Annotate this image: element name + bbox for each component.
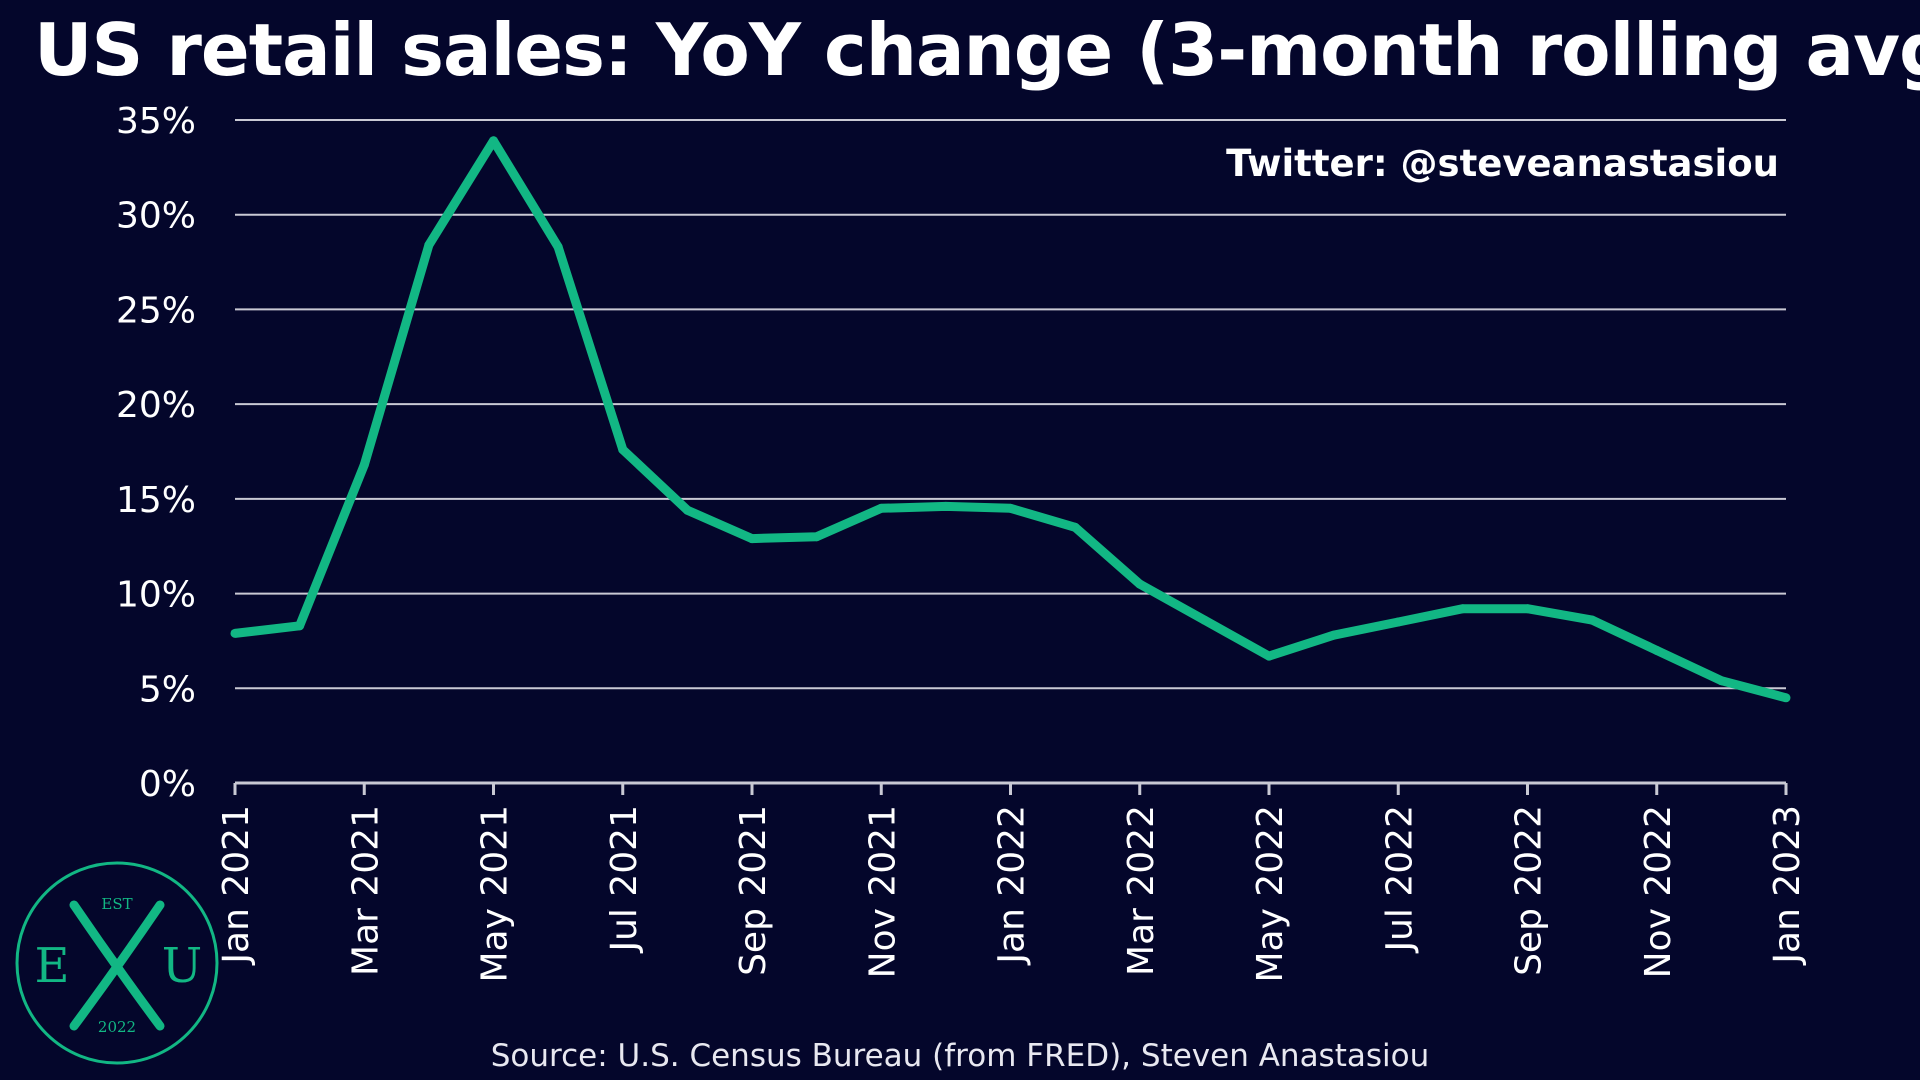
- data-point: [553, 242, 563, 252]
- x-tick-label: Jan 2023: [1767, 805, 1808, 966]
- data-point: [1329, 630, 1339, 640]
- data-point: [812, 532, 822, 542]
- data-point: [359, 460, 369, 470]
- data-point: [1393, 617, 1403, 627]
- source-note: Source: U.S. Census Bureau (from FRED), …: [490, 1038, 1430, 1074]
- y-tick-label: 0%: [139, 764, 196, 805]
- y-tick-label: 20%: [116, 385, 196, 426]
- data-point: [424, 240, 434, 250]
- x-tick-label: May 2022: [1250, 805, 1291, 983]
- x-tick-label: Mar 2021: [345, 805, 386, 976]
- data-point: [1458, 604, 1468, 614]
- y-axis-ticks: 0% 5% 10% 15% 20% 25% 30% 35%: [116, 101, 196, 805]
- data-point: [1716, 676, 1726, 686]
- logo-letter-u: U: [162, 938, 202, 994]
- logo-letter-e: E: [34, 938, 69, 994]
- logo-ring: [15, 861, 219, 1065]
- x-axis: Jan 2021 Mar 2021 May 2021 Jul 2021 Sep 2021…: [216, 783, 1808, 983]
- x-tick-label: Sep 2021: [733, 805, 774, 976]
- data-point: [941, 501, 951, 511]
- y-tick-label: 15%: [116, 480, 196, 521]
- data-point: [682, 505, 692, 515]
- x-tick-label: Mar 2022: [1121, 805, 1162, 976]
- data-point: [876, 503, 886, 513]
- data-point: [489, 136, 498, 146]
- data-point: [1264, 651, 1274, 661]
- exu-logo: EST E U 2022: [15, 861, 219, 1065]
- chart-title: US retail sales: YoY change (3-month rol…: [34, 8, 1920, 92]
- data-point: [618, 445, 628, 455]
- data-point: [1135, 579, 1145, 589]
- x-tick-label: Jan 2021: [216, 805, 257, 966]
- x-tick-label: Nov 2021: [862, 805, 903, 978]
- y-tick-label: 10%: [116, 575, 196, 616]
- x-tick-label: Jul 2022: [1379, 805, 1420, 954]
- logo-cross-stroke-2: [69, 900, 165, 1031]
- x-tick-label: Nov 2022: [1638, 805, 1679, 978]
- y-tick-label: 35%: [116, 101, 196, 142]
- data-point: [1587, 615, 1597, 625]
- series-layer: [230, 136, 1791, 703]
- data-point: [1199, 615, 1209, 625]
- y-tick-label: 25%: [116, 290, 196, 331]
- x-tick-label: Jan 2022: [992, 805, 1033, 966]
- x-tick-label: Sep 2022: [1509, 805, 1550, 976]
- data-point: [230, 628, 240, 638]
- x-tick-label: Jul 2021: [604, 805, 645, 954]
- logo-est: EST: [101, 895, 132, 913]
- data-point: [1652, 645, 1662, 655]
- data-point: [1523, 604, 1532, 614]
- series-line: [234, 136, 1788, 703]
- twitter-watermark: Twitter: @steveanastasiou: [1226, 142, 1779, 185]
- x-tick-label: May 2021: [475, 805, 516, 983]
- logo-year: 2022: [98, 1018, 136, 1036]
- y-tick-label: 5%: [139, 669, 196, 710]
- data-point: [1006, 503, 1015, 513]
- data-point: [1070, 522, 1080, 532]
- data-point: [1781, 693, 1791, 703]
- data-point: [747, 534, 757, 544]
- data-point: [295, 621, 305, 631]
- gridlines: [235, 119, 1786, 785]
- y-tick-label: 30%: [116, 196, 196, 237]
